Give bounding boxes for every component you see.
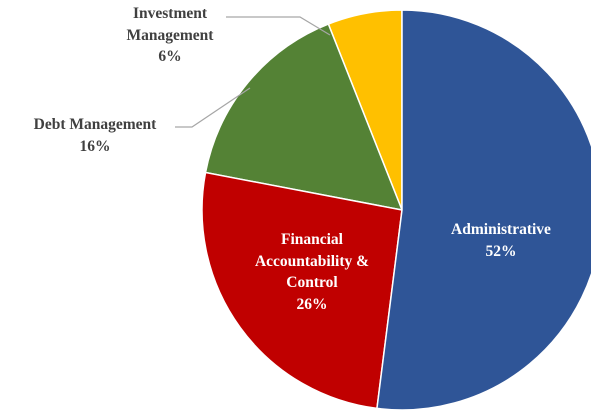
slice-value: 52% (485, 242, 517, 260)
slice-label: Investment Management 6% (115, 3, 225, 68)
slice-value: 16% (79, 137, 111, 155)
slice-value: 6% (158, 48, 182, 65)
slice-name: Financial Accountability & Control (254, 231, 370, 291)
slice-value: 26% (296, 295, 328, 313)
pie-slice (376, 9, 591, 411)
leader-line (226, 16, 331, 36)
slice-label: Administrative 52% (426, 219, 576, 262)
slice-name: Debt Management (33, 116, 157, 133)
slice-name: Investment Management (126, 5, 214, 44)
leader-line (175, 87, 251, 128)
slice-name: Administrative (451, 221, 551, 238)
slice-label: Financial Accountability & Control 26% (247, 229, 377, 315)
slice-label: Debt Management 16% (0, 114, 195, 157)
pie-slice (204, 23, 404, 211)
pie-slice (201, 171, 403, 410)
